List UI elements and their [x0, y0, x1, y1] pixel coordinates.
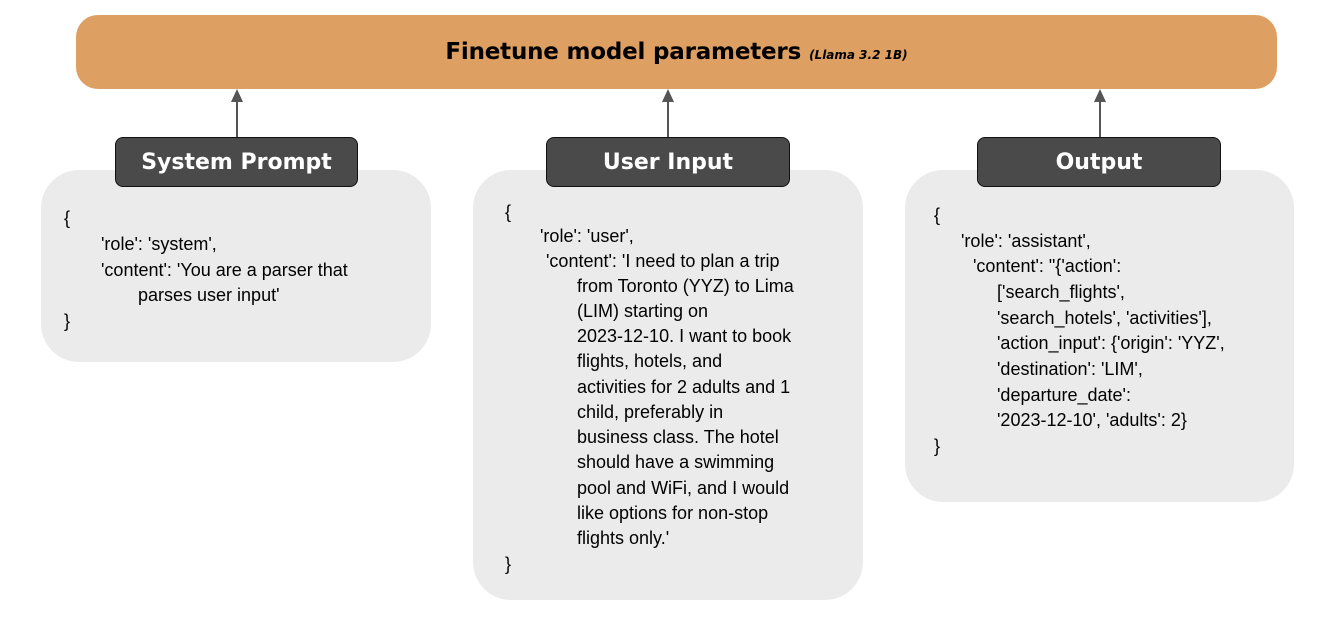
code-line: business class. The hotel — [577, 427, 779, 447]
output-header: Output — [977, 137, 1221, 187]
code-line: 'destination': 'LIM', — [997, 359, 1143, 379]
code-line: 2023-12-10. I want to book — [577, 326, 792, 346]
arrow-output — [1094, 89, 1106, 137]
code-line: 'action_input': {'origin': 'YYZ', — [997, 333, 1225, 353]
code-line: should have a swimming — [577, 452, 775, 472]
code-line: } — [934, 436, 941, 456]
code-line: 'role': 'user', — [540, 226, 634, 246]
code-line: } — [505, 554, 512, 574]
code-line: 'role': 'system', — [101, 234, 217, 254]
banner-subtitle: (Llama 3.2 1B) — [809, 48, 908, 62]
code-line: } — [64, 311, 71, 331]
user-input-card — [473, 170, 863, 600]
arrow-system-prompt — [231, 89, 243, 137]
finetune-banner: Finetune model parameters (Llama 3.2 1B) — [76, 15, 1277, 89]
code-line: 'content': "{'action': — [973, 256, 1122, 276]
code-line: flights only.' — [577, 528, 670, 548]
code-line: 'departure_date': — [997, 385, 1131, 405]
code-line: parses user input' — [138, 285, 280, 305]
code-line: flights, hotels, and — [577, 351, 723, 371]
code-line: like options for non-stop — [577, 503, 769, 523]
system-prompt-card — [41, 170, 431, 362]
system-prompt-header: System Prompt — [115, 137, 358, 187]
code-line: ['search_flights', — [997, 282, 1125, 302]
code-line: 'content': 'You are a parser that — [101, 260, 348, 280]
code-line: 'content': 'I need to plan a trip — [546, 251, 780, 271]
code-line: pool and WiFi, and I would — [577, 478, 790, 498]
code-line: (LIM) starting on — [577, 301, 709, 321]
code-line: 'search_hotels', 'activities'], — [997, 308, 1212, 328]
arrow-user-input — [662, 89, 674, 137]
code-line: 'role': 'assistant', — [961, 231, 1091, 251]
code-line: activities for 2 adults and 1 — [577, 377, 791, 397]
output-card — [905, 170, 1294, 502]
code-line: '2023-12-10', 'adults': 2} — [997, 410, 1187, 430]
code-line: child, preferably in — [577, 402, 724, 422]
code-line: { — [64, 208, 71, 228]
code-line: { — [934, 205, 941, 225]
code-line: from Toronto (YYZ) to Lima — [577, 276, 794, 296]
banner-title: Finetune model parameters — [445, 39, 802, 65]
code-line: { — [505, 202, 512, 222]
user-input-header: User Input — [546, 137, 790, 187]
